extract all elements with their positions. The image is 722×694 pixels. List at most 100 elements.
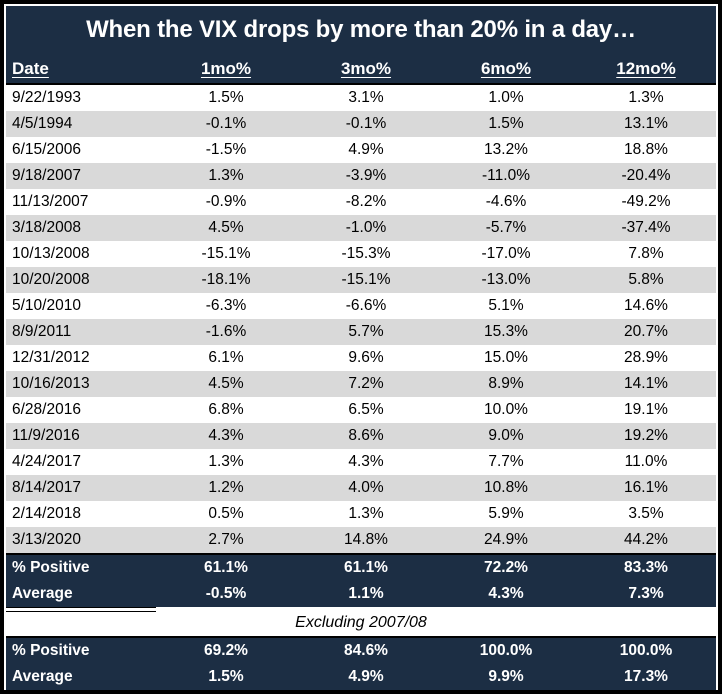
value-cell-1mo: 1.2% — [208, 479, 244, 496]
table-row: 6/28/2016 6.8% 6.5% 10.0% 19.1% — [6, 397, 716, 423]
column-header-12mo: 12mo% — [616, 59, 676, 78]
average-excl-1mo: 1.5% — [208, 668, 244, 685]
double-underline-rule — [6, 607, 156, 612]
value-cell-12mo: 11.0% — [624, 453, 668, 470]
value-cell-3mo: -1.0% — [345, 219, 387, 236]
average-3mo: 1.1% — [348, 585, 384, 602]
table-row: 3/18/2008 4.5% -1.0% -5.7% -37.4% — [6, 215, 716, 241]
value-cell-6mo: -13.0% — [481, 271, 531, 288]
value-cell-1mo: 4.5% — [208, 219, 244, 236]
value-cell-12mo: -37.4% — [621, 219, 671, 236]
average-6mo: 4.3% — [488, 585, 524, 602]
summary-all-block: % Positive 61.1% 61.1% 72.2% 83.3% Avera… — [6, 553, 716, 607]
value-cell-3mo: -15.1% — [341, 271, 391, 288]
percent-positive-6mo: 72.2% — [484, 559, 528, 576]
value-cell-6mo: 10.8% — [484, 479, 528, 496]
value-cell-3mo: 3.1% — [348, 89, 384, 106]
average-label: Average — [12, 585, 73, 602]
average-excl-12mo: 17.3% — [624, 668, 668, 685]
percent-positive-excl-1mo: 69.2% — [204, 642, 248, 659]
value-cell-3mo: -6.6% — [345, 297, 387, 314]
value-cell-12mo: 14.6% — [624, 297, 668, 314]
value-cell-3mo: 6.5% — [348, 401, 384, 418]
table-row: 9/18/2007 1.3% -3.9% -11.0% -20.4% — [6, 163, 716, 189]
value-cell-6mo: -11.0% — [482, 167, 530, 184]
column-header-3mo: 3mo% — [340, 59, 392, 78]
date-cell: 10/20/2008 — [12, 271, 90, 288]
value-cell-6mo: 15.3% — [484, 323, 528, 340]
date-cell: 6/28/2016 — [12, 401, 81, 418]
value-cell-3mo: 4.3% — [348, 453, 384, 470]
value-cell-12mo: 19.2% — [624, 427, 668, 444]
value-cell-6mo: 15.0% — [484, 349, 528, 366]
column-header-6mo: 6mo% — [480, 59, 532, 78]
value-cell-1mo: 6.8% — [208, 401, 244, 418]
date-cell: 10/13/2008 — [12, 245, 90, 262]
column-header-date: Date — [12, 59, 49, 78]
value-cell-3mo: 1.3% — [348, 505, 384, 522]
value-cell-12mo: 28.9% — [624, 349, 668, 366]
percent-positive-excl-6mo: 100.0% — [479, 642, 533, 659]
table-row: 8/14/2017 1.2% 4.0% 10.8% 16.1% — [6, 475, 716, 501]
value-cell-1mo: -1.5% — [205, 141, 247, 158]
average-excl-3mo: 4.9% — [348, 668, 384, 685]
date-cell: 4/5/1994 — [12, 115, 73, 132]
value-cell-1mo: 1.5% — [208, 89, 244, 106]
value-cell-12mo: 44.2% — [624, 531, 668, 548]
value-cell-3mo: 4.9% — [348, 141, 384, 158]
value-cell-1mo: 4.3% — [208, 427, 244, 444]
value-cell-6mo: 1.0% — [488, 89, 524, 106]
value-cell-6mo: 7.7% — [488, 453, 524, 470]
value-cell-3mo: 9.6% — [348, 349, 384, 366]
average-row: Average -0.5% 1.1% 4.3% 7.3% — [6, 581, 716, 607]
table-row: 3/13/2020 2.7% 14.8% 24.9% 44.2% — [6, 527, 716, 553]
value-cell-12mo: 3.5% — [628, 505, 664, 522]
value-cell-12mo: 14.1% — [624, 375, 668, 392]
table-row: 8/9/2011 -1.6% 5.7% 15.3% 20.7% — [6, 319, 716, 345]
value-cell-3mo: 8.6% — [348, 427, 384, 444]
average-excl-6mo: 9.9% — [488, 668, 524, 685]
value-cell-1mo: -15.1% — [201, 245, 251, 262]
value-cell-6mo: -5.7% — [485, 219, 527, 236]
date-cell: 11/13/2007 — [12, 193, 89, 210]
table-row: 6/15/2006 -1.5% 4.9% 13.2% 18.8% — [6, 137, 716, 163]
average-excl-row: Average 1.5% 4.9% 9.9% 17.3% — [6, 664, 716, 690]
value-cell-12mo: 19.1% — [624, 401, 668, 418]
value-cell-3mo: -15.3% — [341, 245, 391, 262]
value-cell-6mo: 9.0% — [488, 427, 524, 444]
value-cell-1mo: -1.6% — [205, 323, 247, 340]
value-cell-3mo: -0.1% — [345, 115, 387, 132]
table-header-block: When the VIX drops by more than 20% in a… — [6, 6, 716, 83]
percent-positive-3mo: 61.1% — [344, 559, 388, 576]
excluding-note: Excluding 2007/08 — [6, 612, 716, 638]
value-cell-12mo: 5.8% — [628, 271, 664, 288]
value-cell-6mo: -17.0% — [481, 245, 531, 262]
value-cell-6mo: 13.2% — [484, 141, 528, 158]
value-cell-1mo: -0.9% — [205, 193, 247, 210]
table-title: When the VIX drops by more than 20% in a… — [86, 16, 636, 43]
average-excl-label: Average — [12, 668, 73, 685]
value-cell-6mo: 8.9% — [488, 375, 524, 392]
value-cell-3mo: 4.0% — [348, 479, 384, 496]
value-cell-1mo: 1.3% — [208, 167, 244, 184]
column-header-1mo: 1mo% — [200, 59, 252, 78]
value-cell-6mo: 24.9% — [484, 531, 528, 548]
table-row: 11/9/2016 4.3% 8.6% 9.0% 19.2% — [6, 423, 716, 449]
date-cell: 12/31/2012 — [12, 349, 90, 366]
date-cell: 4/24/2017 — [12, 453, 81, 470]
value-cell-12mo: -20.4% — [621, 167, 671, 184]
value-cell-6mo: 5.9% — [488, 505, 524, 522]
table-row: 11/13/2007 -0.9% -8.2% -4.6% -49.2% — [6, 189, 716, 215]
table-row: 4/24/2017 1.3% 4.3% 7.7% 11.0% — [6, 449, 716, 475]
date-cell: 3/18/2008 — [12, 219, 81, 236]
table-row: 10/13/2008 -15.1% -15.3% -17.0% 7.8% — [6, 241, 716, 267]
table-row: 4/5/1994 -0.1% -0.1% 1.5% 13.1% — [6, 111, 716, 137]
date-cell: 9/18/2007 — [12, 167, 81, 184]
value-cell-1mo: 6.1% — [208, 349, 244, 366]
average-1mo: -0.5% — [205, 585, 247, 602]
value-cell-1mo: -6.3% — [205, 297, 247, 314]
value-cell-12mo: 13.1% — [624, 115, 668, 132]
date-cell: 8/9/2011 — [12, 323, 72, 340]
value-cell-1mo: 4.5% — [208, 375, 244, 392]
